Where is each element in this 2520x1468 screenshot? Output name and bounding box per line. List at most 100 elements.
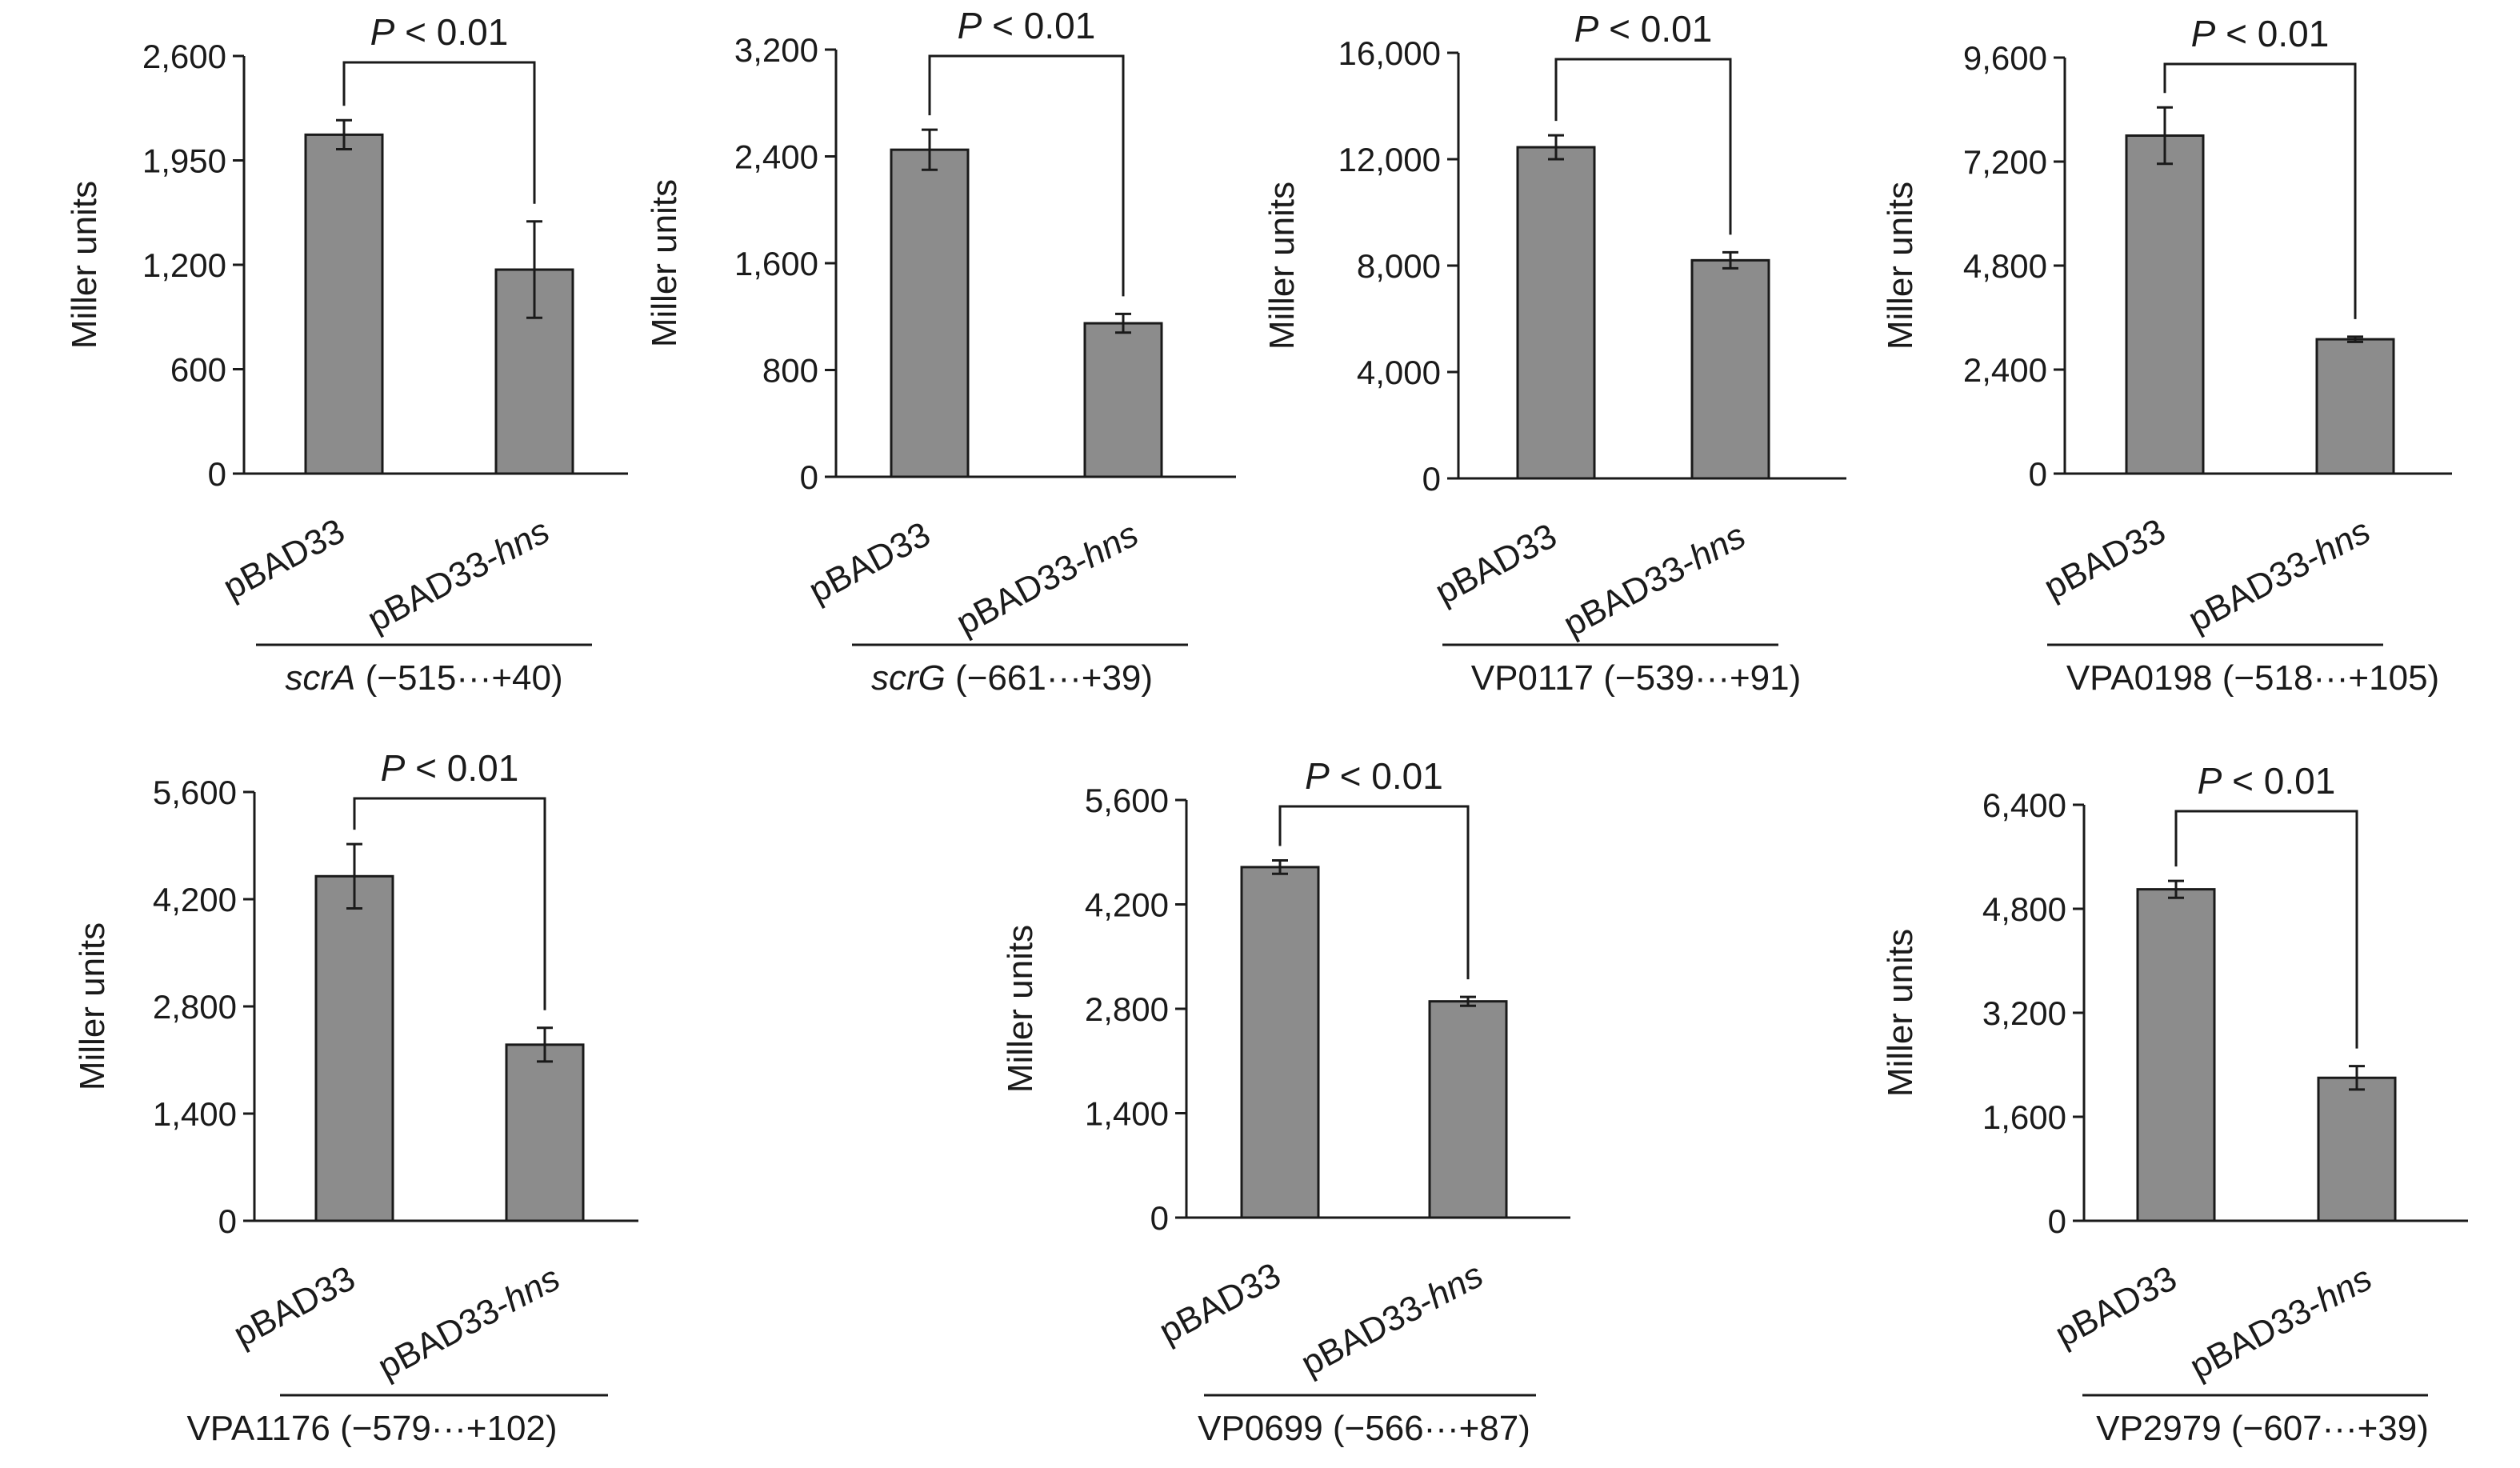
y-tick-label: 4,000 [1357,354,1441,391]
significance-bracket [1278,805,1470,980]
significance-label: P < 0.01 [958,5,1096,46]
y-tick-label: 0 [2048,1202,2066,1240]
caption-gene: VP0699 [1198,1409,1323,1448]
x-tick-label-prefix: pBAD33- [2182,538,2326,639]
x-tick-label-prefix: pBAD33- [361,538,506,639]
panel-caption: scrA (−515···+40) [285,658,562,698]
p-symbol: P [2191,13,2216,54]
y-tick-label: 1,400 [153,1095,237,1133]
bar-pbad33-hns [505,1043,585,1222]
bar-pbad33 [1516,146,1596,480]
y-tick-label: 1,200 [142,246,226,284]
caption-gene: VPA0198 [2066,658,2213,698]
chart-panel-1: 0 600 1,200 1,950 2,600 Miller units P < 0.01 p… [65,11,628,698]
y-tick-label: 2,400 [1963,351,2047,389]
y-tick-label: 1,600 [1982,1098,2066,1136]
p-threshold: < 0.01 [405,747,518,789]
significance-bracket [353,797,546,1010]
caption-gene: VPA1176 [186,1409,330,1448]
x-tick-label-prefix: pBAD33- [950,541,1094,642]
x-tick-label: pBAD33-hns [2183,1258,2378,1386]
y-tick-label: 600 [170,351,226,389]
chart-panel-3: 0 4,000 8,000 12,000 16,000 Miller units P < 0… [1262,8,1846,698]
y-axis-title: Miller units [65,181,104,349]
p-threshold: < 0.01 [394,11,508,53]
caption-gene: VP0117 [1471,658,1594,698]
y-tick-label: 1,600 [734,245,818,282]
x-tick-label: pBAD33-hns [1294,1255,1489,1383]
significance-label: P < 0.01 [370,11,509,53]
chart-panel-7: 0 1,600 3,200 4,800 6,400 Miller units P < 0.0… [1881,760,2468,1448]
x-tick-label: pBAD33-hns [2182,511,2376,639]
x-tick-label: pBAD33 [217,511,351,607]
p-symbol: P [1305,755,1330,797]
y-tick-label: 0 [2029,455,2047,493]
y-axis-title: Miller units [1881,182,1920,350]
panel-caption: VP2979 (−607···+39) [2096,1409,2429,1448]
panel-caption: VP0699 (−566···+87) [1198,1409,1530,1448]
x-tick-label: pBAD33-hns [361,511,555,639]
y-axis-title: Miller units [73,922,112,1090]
bar-pbad33 [314,874,394,1222]
x-tick-label: pBAD33 [227,1258,362,1354]
x-tick-label-prefix: pBAD33- [371,1285,516,1386]
chart-panel-4: 0 2,400 4,800 7,200 9,600 Miller units P < 0.0… [1881,13,2452,698]
y-tick-label: 800 [762,352,818,390]
caption-range: (−607···+39) [2222,1409,2429,1448]
caption-gene: scrA [285,658,355,698]
caption-range: (−515···+40) [355,658,562,698]
x-tick-label: pBAD33 [2038,511,2172,607]
panel-caption: VPA1176 (−579···+102) [186,1409,557,1448]
bar-pbad33-hns [1428,1000,1508,1219]
y-tick-label: 0 [218,1202,237,1240]
y-axis-title: Miller units [645,179,684,347]
caption-range: (−566···+87) [1323,1409,1530,1448]
y-tick-label: 1,400 [1085,1095,1169,1133]
y-tick-label: 5,600 [153,774,237,811]
p-threshold: < 0.01 [982,5,1095,46]
bar-pbad33 [2136,888,2216,1222]
significance-bracket [1554,58,1732,235]
bar-pbad33 [890,148,970,478]
caption-range: (−661···+39) [946,658,1153,698]
bar-pbad33-hns [2315,338,2395,475]
y-tick-label: 3,200 [734,31,818,69]
y-tick-label: 9,600 [1963,39,2047,77]
x-tick-label: pBAD33 [1153,1255,1287,1351]
y-tick-label: 12,000 [1338,141,1441,178]
panel-caption: scrG (−661···+39) [871,658,1153,698]
y-tick-label: 0 [1150,1199,1169,1237]
y-tick-label: 4,200 [153,881,237,918]
bar-pbad33 [304,133,384,475]
y-tick-label: 4,200 [1085,886,1169,924]
significance-label: P < 0.01 [2191,13,2330,54]
x-tick-label: pBAD33 [2049,1258,2183,1354]
y-tick-label: 8,000 [1357,247,1441,285]
bar-pbad33-hns [1690,258,1770,480]
y-tick-label: 6,400 [1982,786,2066,824]
p-threshold: < 0.01 [2222,760,2335,802]
significance-bracket [2163,62,2357,319]
y-axis-title: Miller units [1001,925,1040,1093]
chart-panel-5: 0 1,400 2,800 4,200 5,600 Miller units P < 0.0… [73,747,638,1448]
y-tick-label: 2,400 [734,138,818,176]
y-tick-label: 1,950 [142,142,226,180]
x-tick-label-prefix: pBAD33- [2183,1285,2328,1386]
significance-label: P < 0.01 [1574,8,1713,50]
x-tick-label: pBAD33-hns [371,1258,566,1386]
significance-bracket [2174,810,2358,1049]
y-tick-label: 7,200 [1963,143,2047,181]
significance-label: P < 0.01 [2198,760,2336,802]
bar-pbad33-hns [2317,1076,2397,1222]
caption-range: (−579···+102) [330,1409,558,1448]
x-tick-label: pBAD33 [802,514,937,610]
y-tick-label: 0 [208,455,226,493]
y-axis-title: Miller units [1262,182,1302,350]
y-tick-label: 0 [1422,460,1441,498]
panel-caption: VP0117 (−539···+91) [1471,658,1802,698]
p-threshold: < 0.01 [1330,755,1443,797]
bar-pbad33 [2125,134,2205,475]
x-tick-label-prefix: pBAD33- [1557,542,1702,644]
significance-bracket [928,54,1125,297]
caption-range: (−539···+91) [1594,658,1801,698]
